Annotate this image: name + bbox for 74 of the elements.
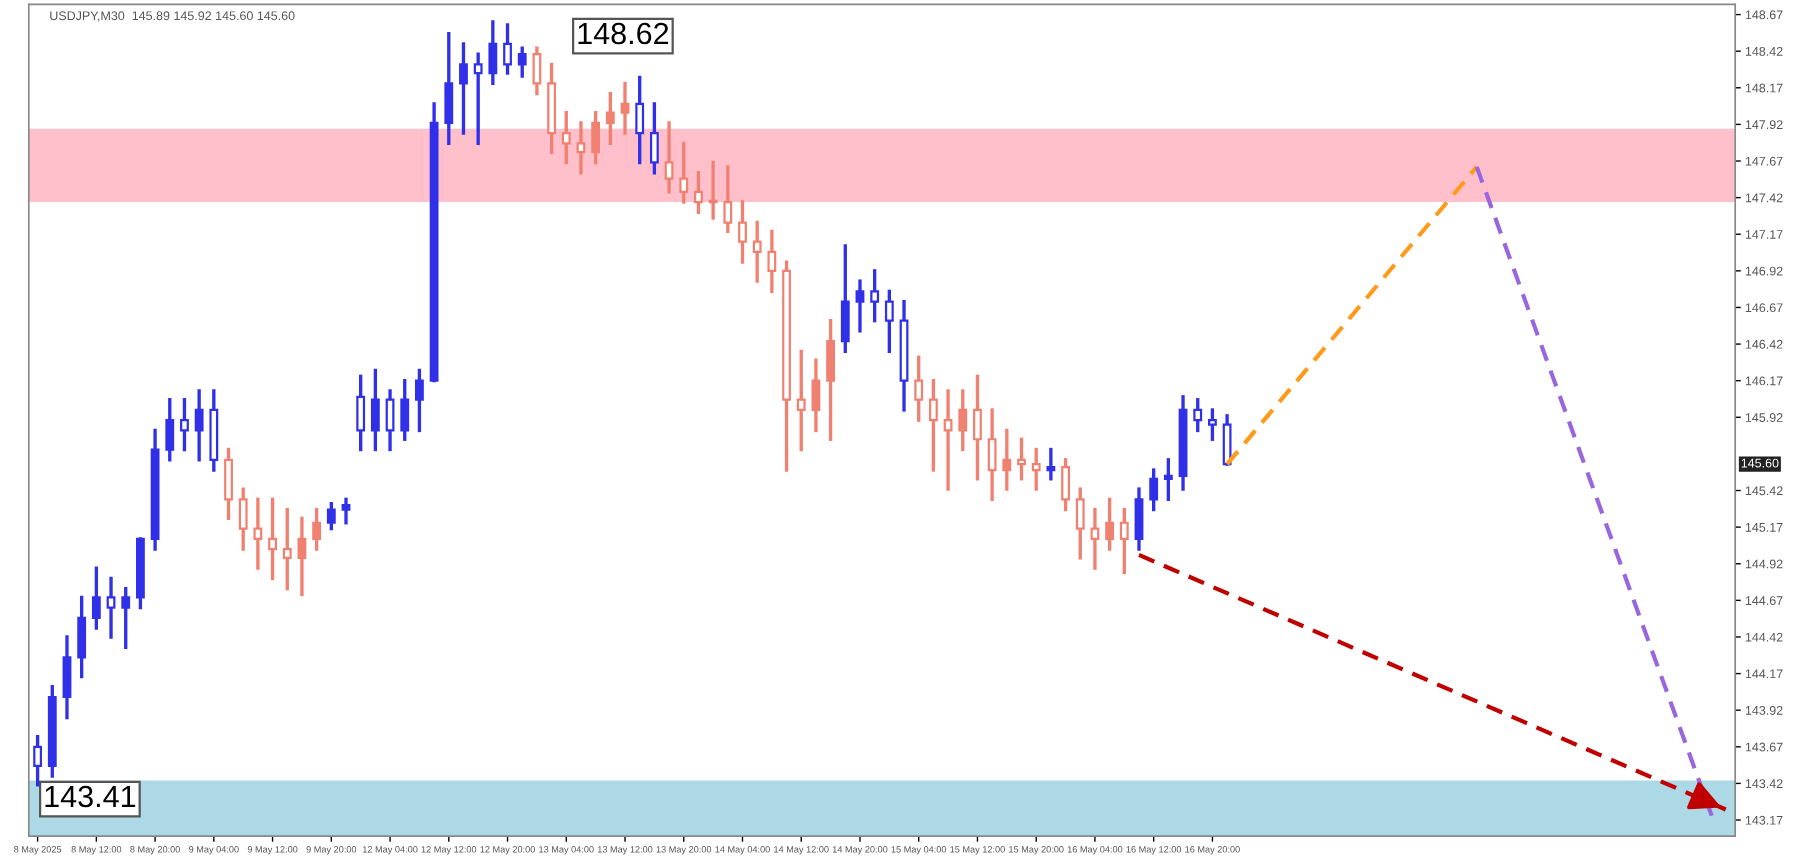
- candlestick: [62, 635, 72, 720]
- candlestick: [914, 355, 924, 422]
- candlestick: [1061, 458, 1070, 512]
- candlestick: [459, 42, 468, 135]
- candlestick: [326, 502, 336, 531]
- candlestick: [180, 398, 189, 452]
- candlestick: [356, 374, 366, 452]
- candlestick: [973, 374, 982, 481]
- candlestick: [752, 220, 762, 283]
- candlestick: [561, 111, 571, 165]
- candlestick: [165, 398, 175, 462]
- candlestick: [811, 358, 821, 433]
- candlestick: [840, 244, 850, 354]
- candlestick: [958, 389, 968, 452]
- candlestick: [870, 269, 880, 323]
- candlestick: [1119, 507, 1129, 575]
- candlestick: [253, 497, 263, 570]
- candlestick: [1105, 497, 1115, 551]
- candlestick: [679, 141, 689, 204]
- candlestick: [928, 379, 938, 472]
- annotation: 148.62: [578, 22, 669, 45]
- candlestick: [708, 160, 718, 220]
- candlestick: [517, 46, 527, 78]
- candlestick: [605, 91, 615, 146]
- candlestick: [503, 23, 512, 75]
- candlestick: [576, 121, 586, 175]
- candlestick: [282, 507, 292, 591]
- candlestick: [1134, 487, 1144, 551]
- candlestick: [194, 389, 204, 462]
- candlestick: [268, 497, 277, 581]
- candlestick: [796, 349, 806, 452]
- candlestick: [1193, 398, 1203, 433]
- candlestick: [826, 318, 836, 441]
- candlestick: [106, 576, 116, 639]
- candlestick: [1017, 437, 1026, 481]
- candlestick: [649, 102, 659, 175]
- candlestick: [1002, 428, 1012, 491]
- candlestick: [635, 75, 645, 165]
- candlestick: [1031, 447, 1041, 491]
- candlestick: [1075, 487, 1085, 560]
- candlestick: [473, 52, 483, 146]
- candlestick: [532, 46, 542, 96]
- candlestick: [415, 368, 424, 433]
- candlestick: [1090, 507, 1100, 570]
- candlestick: [312, 507, 322, 551]
- candlestick: [1149, 468, 1159, 512]
- candlestick: [341, 497, 351, 525]
- candlestick: [943, 389, 953, 491]
- candlestick: [488, 20, 498, 86]
- candlestick: [620, 81, 630, 135]
- candlestick: [370, 368, 380, 452]
- candlestick: [224, 447, 233, 521]
- candlestick: [987, 408, 997, 501]
- candlestick: [400, 379, 410, 441]
- candlestick: [884, 289, 894, 354]
- candlestick: [738, 200, 747, 264]
- candlestick: [385, 389, 395, 452]
- candlestick: [77, 595, 87, 679]
- candlestick: [1208, 408, 1217, 441]
- candlestick: [664, 121, 674, 194]
- candlestick: [855, 279, 865, 333]
- candlestick: [591, 111, 601, 165]
- candlestick: [444, 31, 454, 146]
- candlestick: [91, 566, 101, 630]
- annotation: 143.41: [45, 785, 136, 808]
- candlestick: [238, 487, 248, 551]
- candlestick: [1163, 458, 1173, 501]
- candlestick: [297, 516, 307, 597]
- candlestick: [1046, 447, 1056, 481]
- candlestick: [767, 229, 777, 294]
- candlestick: [694, 171, 703, 214]
- candlestick: [723, 165, 733, 233]
- candlestick: [1222, 414, 1232, 466]
- candlestick: [121, 586, 131, 649]
